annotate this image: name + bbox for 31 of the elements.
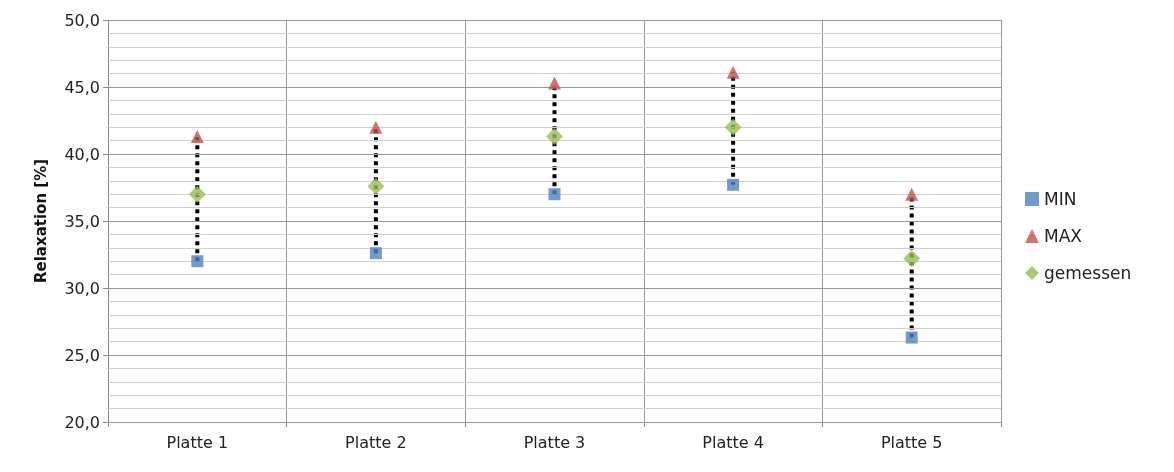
point <box>727 178 740 191</box>
y-tick-label: 45,0 <box>64 77 100 97</box>
y-tick-label: 25,0 <box>64 345 100 365</box>
y-tick-label: 40,0 <box>64 144 100 164</box>
point <box>724 118 742 136</box>
point <box>369 247 382 260</box>
point <box>548 188 561 201</box>
y-tick-label: 35,0 <box>64 211 100 231</box>
legend-label: gemessen <box>1044 263 1132 283</box>
point <box>369 120 383 134</box>
x-tick-label: Platte 4 <box>702 432 764 452</box>
x-tick-label: Platte 2 <box>345 432 407 452</box>
y-axis-title: Relaxation [%] <box>31 158 50 284</box>
point <box>546 128 563 146</box>
point <box>367 177 385 195</box>
legend-label: MIN <box>1044 189 1077 209</box>
x-tick-label: Platte 5 <box>880 432 943 452</box>
x-tick-label: Platte 1 <box>166 432 229 452</box>
point <box>190 130 204 144</box>
y-tick-label: 30,0 <box>64 278 100 298</box>
point <box>188 185 206 203</box>
point <box>726 65 740 79</box>
point <box>903 250 921 268</box>
point <box>191 255 204 268</box>
point <box>905 331 918 344</box>
point <box>905 187 919 201</box>
x-tick-label: Platte 3 <box>523 432 586 452</box>
point <box>548 76 561 90</box>
legend-label: MAX <box>1044 226 1083 246</box>
y-tick-label: 50,0 <box>64 10 100 30</box>
y-tick-label: 20,0 <box>64 412 100 432</box>
